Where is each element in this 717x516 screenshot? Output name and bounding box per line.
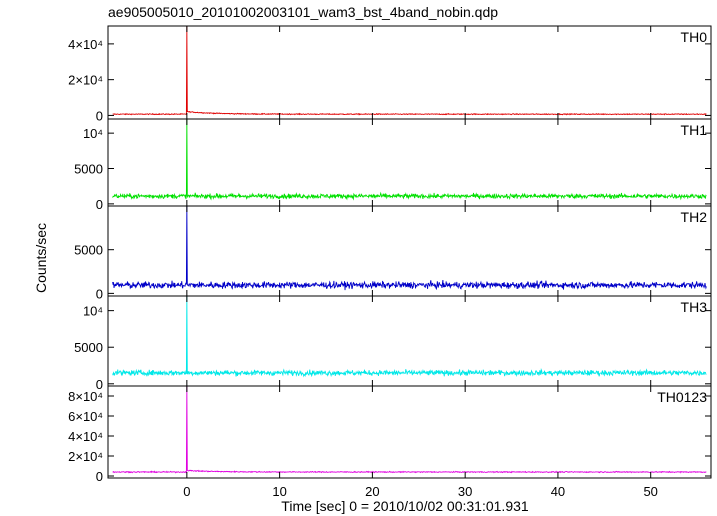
x-tick-label: 10 — [272, 484, 286, 499]
panel-name-label: TH1 — [681, 122, 708, 138]
x-tick-label: 20 — [365, 484, 379, 499]
y-tick-label: 2×10⁴ — [68, 449, 103, 464]
y-tick-label: 6×10⁴ — [68, 409, 103, 424]
y-axis-label: Counts/sec — [33, 223, 49, 293]
y-tick-label: 2×10⁴ — [68, 73, 103, 88]
y-tick-label: 0 — [96, 377, 103, 392]
y-tick-label: 4×10⁴ — [68, 37, 103, 52]
y-tick-label: 10⁴ — [83, 126, 103, 141]
x-tick-label: 30 — [458, 484, 472, 499]
y-tick-label: 4×10⁴ — [68, 429, 103, 444]
x-axis: 0 10 20 30 40 50 — [183, 484, 658, 499]
x-tick-label: 50 — [643, 484, 657, 499]
y-tick-label: 8×10⁴ — [68, 389, 103, 404]
y-tick-label: 0 — [96, 469, 103, 484]
series-line-th1 — [112, 119, 707, 201]
y-tick-label: 5000 — [74, 340, 103, 355]
y-tick-label: 5000 — [74, 243, 103, 258]
x-axis-label: Time [sec] 0 = 2010/10/02 00:31:01.931 — [281, 498, 529, 514]
panels-group: 0 2×10⁴ 4×10⁴ TH0 0 5000 10⁴ TH1 0 5000 TH2 0 5000 10… — [68, 25, 712, 484]
y-tick-label: 0 — [96, 197, 103, 212]
panel-name-label: TH2 — [681, 209, 708, 225]
y-tick-label: 0 — [96, 108, 103, 123]
series-line-th3 — [112, 296, 707, 378]
x-tick-label: 40 — [551, 484, 565, 499]
x-tick-label: 0 — [183, 484, 190, 499]
y-tick-label: 0 — [96, 286, 103, 301]
panel-name-label: TH0 — [681, 29, 708, 45]
y-tick-label: 5000 — [74, 162, 103, 177]
chart-title: ae905005010_20101002003101_wam3_bst_4ban… — [108, 4, 498, 20]
series-line-th2 — [112, 206, 707, 291]
y-tick-label: 10⁴ — [83, 304, 103, 319]
panel-name-label: TH3 — [681, 299, 708, 315]
panel-th1: 0 5000 10⁴ TH1 — [74, 118, 712, 212]
panel-name-label: TH0123 — [657, 389, 707, 405]
panel-frame — [107, 385, 712, 479]
series-line-th0123 — [112, 386, 707, 474]
panel-th0123: 0 2×10⁴ 4×10⁴ 6×10⁴ 8×10⁴ TH0123 — [68, 385, 712, 484]
series-line-th0 — [112, 26, 707, 116]
